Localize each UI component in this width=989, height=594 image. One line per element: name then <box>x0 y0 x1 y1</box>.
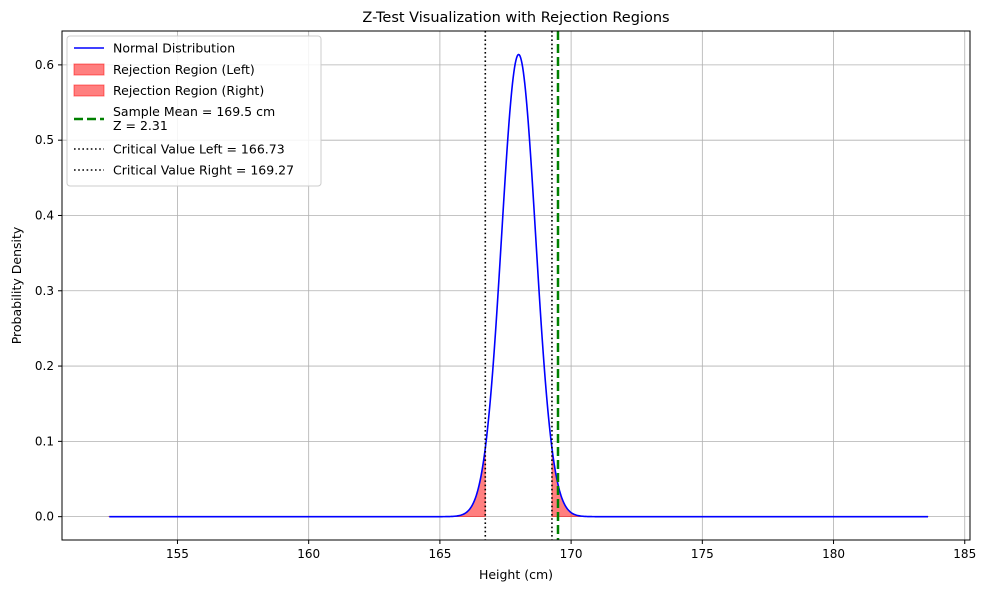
legend-label-rejection-right: Rejection Region (Right) <box>113 83 264 98</box>
legend-label-z-score: Z = 2.31 <box>113 118 168 133</box>
legend-label-critical-right: Critical Value Right = 169.27 <box>113 163 294 178</box>
x-tick-label: 175 <box>691 547 714 561</box>
series-lines <box>109 31 929 540</box>
x-tick-label: 180 <box>822 547 845 561</box>
x-axis-label: Height (cm) <box>479 567 553 582</box>
legend-swatch-rejection-left <box>73 63 105 76</box>
y-tick-label: 0.1 <box>35 434 54 448</box>
y-tick-label: 0.5 <box>35 133 54 147</box>
rejection-region-left <box>107 448 486 518</box>
legend: Normal Distribution Rejection Region (Le… <box>66 35 322 187</box>
y-axis-ticks: 0.0 0.1 0.2 0.3 0.4 0.5 0.6 <box>35 58 62 524</box>
x-axis-ticks: 155 160 165 170 175 180 185 <box>166 540 976 561</box>
y-axis-label: Probability Density <box>9 226 24 344</box>
legend-label-sample-mean: Sample Mean = 169.5 cm <box>113 104 275 119</box>
y-tick-label: 0.3 <box>35 284 54 298</box>
x-tick-label: 185 <box>953 547 976 561</box>
rejection-regions <box>107 448 929 518</box>
y-tick-label: 0.0 <box>35 510 54 524</box>
legend-label-rejection-left: Rejection Region (Left) <box>113 62 255 77</box>
x-tick-label: 155 <box>166 547 189 561</box>
y-tick-label: 0.4 <box>35 208 54 222</box>
normal-distribution-line <box>109 53 929 518</box>
legend-swatch-rejection-right <box>73 84 105 97</box>
rejection-region-right <box>551 448 929 518</box>
legend-box <box>66 35 322 187</box>
grid <box>62 31 970 540</box>
x-tick-label: 165 <box>428 547 451 561</box>
chart-title: Z-Test Visualization with Rejection Regi… <box>362 10 669 26</box>
y-tick-label: 0.6 <box>35 58 54 72</box>
legend-label-critical-left: Critical Value Left = 166.73 <box>113 142 285 157</box>
plot-frame <box>61 30 971 541</box>
x-tick-label: 160 <box>297 547 320 561</box>
legend-label-distribution: Normal Distribution <box>113 41 235 56</box>
x-tick-label: 170 <box>560 547 583 561</box>
y-tick-label: 0.2 <box>35 359 54 373</box>
